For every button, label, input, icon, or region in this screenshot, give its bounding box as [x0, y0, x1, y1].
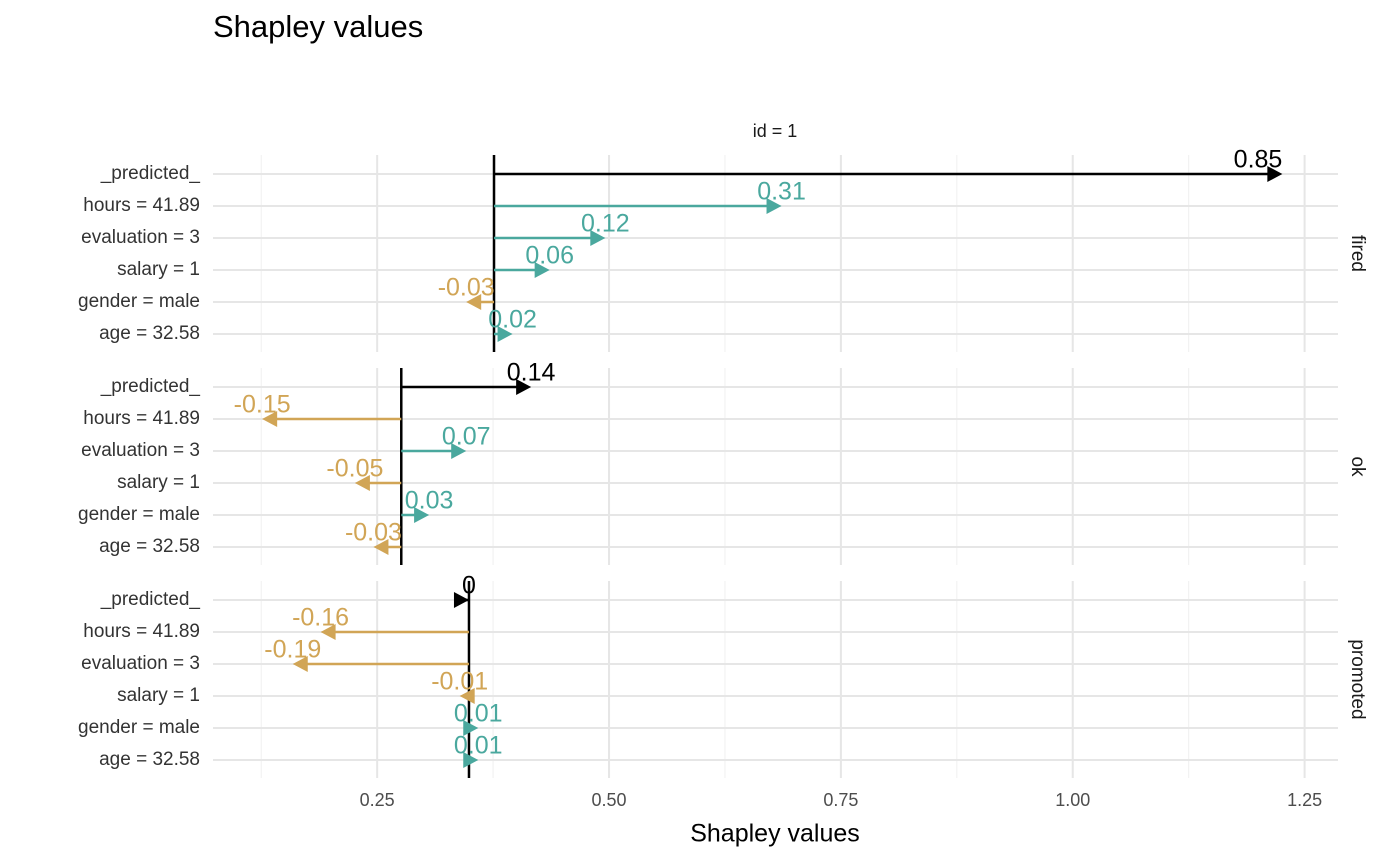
y-tick-label: evaluation = 3: [81, 440, 200, 461]
arrow-head: [466, 294, 482, 310]
arrow-head: [516, 379, 532, 395]
arrow: [292, 656, 469, 672]
y-tick-label: _predicted_: [100, 589, 201, 610]
value-label: 0.01: [454, 700, 503, 728]
value-label: -0.15: [234, 391, 291, 419]
arrow-head: [354, 475, 370, 491]
value-label: 0.01: [454, 732, 503, 760]
arrow-head: [320, 624, 336, 640]
arrow: [320, 624, 469, 640]
facet-label: promoted: [1347, 639, 1368, 719]
arrow: [401, 443, 467, 459]
arrow-head: [292, 656, 308, 672]
arrow-head: [459, 688, 475, 704]
arrow-head: [451, 443, 467, 459]
y-tick-label: evaluation = 3: [81, 227, 200, 248]
arrow: [262, 411, 402, 427]
y-tick-label: salary = 1: [117, 685, 200, 706]
arrow-head: [414, 507, 430, 523]
value-label: 0.02: [488, 306, 537, 334]
value-label: -0.03: [438, 274, 495, 302]
arrow: [494, 326, 513, 342]
y-tick-label: _predicted_: [100, 376, 201, 397]
x-tick-label: 1.25: [1287, 790, 1322, 810]
arrow-head: [534, 262, 550, 278]
y-tick-label: hours = 41.89: [83, 408, 200, 429]
value-label: 0.06: [525, 242, 574, 270]
x-tick-label: 0.25: [360, 790, 395, 810]
y-tick-label: salary = 1: [117, 259, 200, 280]
arrow-head: [453, 592, 469, 608]
x-tick-label: 0.75: [823, 790, 858, 810]
arrow: [401, 507, 430, 523]
facet-label: fired: [1347, 235, 1368, 272]
arrow: [354, 475, 402, 491]
y-tick-label: evaluation = 3: [81, 653, 200, 674]
arrow-head: [590, 230, 606, 246]
chart-title: Shapley values: [213, 9, 423, 44]
y-tick-label: age = 32.58: [99, 536, 200, 557]
arrow: [466, 294, 495, 310]
y-tick-label: hours = 41.89: [83, 621, 200, 642]
y-tick-label: gender = male: [78, 717, 200, 738]
facet-title: id = 1: [753, 121, 798, 141]
value-label: -0.16: [292, 604, 349, 632]
y-tick-label: salary = 1: [117, 472, 200, 493]
value-label: 0.07: [442, 423, 491, 451]
y-tick-label: age = 32.58: [99, 749, 200, 770]
value-label: 0.31: [757, 178, 806, 206]
value-label: 0.03: [405, 487, 454, 515]
arrow: [401, 379, 532, 395]
x-tick-label: 0.50: [591, 790, 626, 810]
arrow: [463, 752, 479, 768]
value-label: -0.19: [264, 636, 321, 664]
value-label: 0.85: [1234, 146, 1283, 174]
arrow: [459, 688, 475, 704]
value-label: -0.01: [431, 668, 488, 696]
arrow-head: [262, 411, 278, 427]
arrow: [494, 166, 1283, 182]
x-tick-label: 1.00: [1055, 790, 1090, 810]
value-label: -0.03: [345, 519, 402, 547]
x-axis-label: Shapley values: [690, 820, 860, 848]
arrow: [463, 720, 479, 736]
arrow: [453, 592, 469, 608]
arrow-head: [766, 198, 782, 214]
arrow-head: [463, 720, 479, 736]
value-label: 0: [462, 572, 476, 600]
value-label: 0.12: [581, 210, 630, 238]
y-tick-label: _predicted_: [100, 163, 201, 184]
arrow: [373, 539, 402, 555]
value-label: 0.14: [507, 359, 556, 387]
arrow-head: [463, 752, 479, 768]
y-tick-label: hours = 41.89: [83, 195, 200, 216]
arrow-head: [1267, 166, 1283, 182]
arrow: [494, 230, 606, 246]
facet-label: ok: [1347, 456, 1368, 477]
arrow: [494, 198, 782, 214]
arrow-head: [497, 326, 513, 342]
arrow: [494, 262, 550, 278]
y-tick-label: gender = male: [78, 504, 200, 525]
y-tick-label: age = 32.58: [99, 323, 200, 344]
value-label: -0.05: [326, 455, 383, 483]
arrow-head: [373, 539, 389, 555]
y-tick-label: gender = male: [78, 291, 200, 312]
